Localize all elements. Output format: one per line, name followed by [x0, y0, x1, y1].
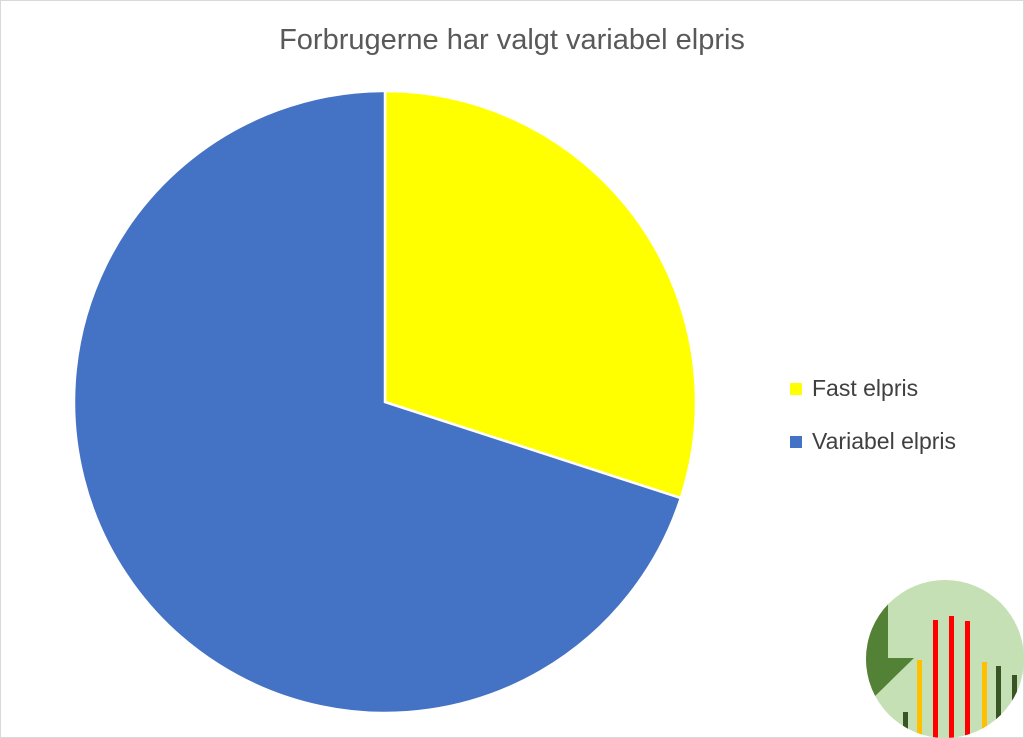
pie-slice-fast-elpris [383, 89, 698, 500]
pie-slice-variabel-elpris [72, 89, 683, 715]
legend-swatch-variabel [790, 435, 802, 448]
chart-title: Forbrugerne har valgt variabel elpris [279, 24, 745, 56]
legend-swatch-fast [790, 382, 802, 395]
legend-label-fast: Fast elpris [812, 375, 919, 401]
bar-chart-logo-icon [866, 580, 1024, 738]
legend-label-variabel: Variabel elpris [812, 428, 957, 454]
legend: Fast elpris Variabel elpris [790, 362, 956, 468]
legend-item-fast: Fast elpris [790, 362, 956, 415]
legend-item-variabel: Variabel elpris [790, 415, 956, 468]
